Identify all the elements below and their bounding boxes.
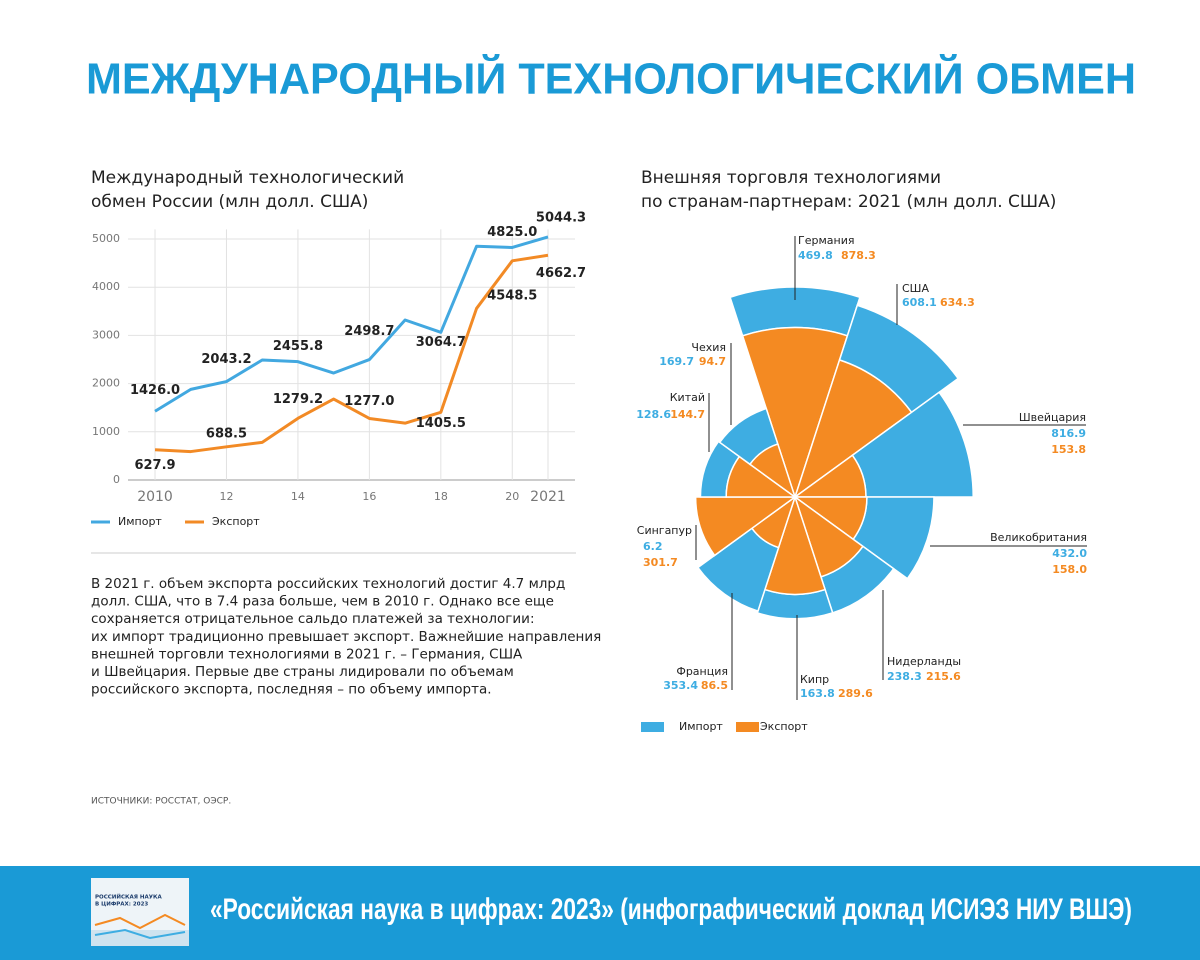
chart-title: Международный технологический bbox=[91, 168, 404, 188]
y-tick-label: 5000 bbox=[92, 232, 120, 245]
chart-title: по странам-партнерам: 2021 (млн долл. СШ… bbox=[641, 192, 1056, 212]
data-label: 6.2 bbox=[643, 540, 663, 553]
data-label: 289.6 bbox=[838, 687, 873, 700]
category-label: Нидерланды bbox=[887, 655, 961, 668]
data-label: 128.6 bbox=[636, 408, 671, 421]
paragraph-line: долл. США, что в 7.4 раза больше, чем в … bbox=[91, 594, 554, 610]
paragraph-line: внешней торговли технологиями в 2021 г. … bbox=[91, 646, 523, 662]
x-tick-label: 12 bbox=[219, 490, 233, 503]
paragraph-line: российского экспорта, последняя – по объ… bbox=[91, 682, 492, 698]
data-label: 153.8 bbox=[1051, 443, 1086, 456]
data-label: 169.7 bbox=[659, 355, 694, 368]
category-label: Франция bbox=[676, 665, 728, 678]
paragraph-line: и Швейцария. Первые две страны лидировал… bbox=[91, 664, 514, 680]
data-label: 215.6 bbox=[926, 670, 961, 683]
y-tick-label: 0 bbox=[113, 473, 120, 486]
category-label: Швейцария bbox=[1019, 411, 1086, 424]
legend-swatch bbox=[641, 722, 664, 732]
data-label: 469.8 bbox=[798, 249, 833, 262]
chart-title: обмен России (млн долл. США) bbox=[91, 192, 368, 212]
data-label: 353.4 bbox=[663, 679, 698, 692]
data-label: 238.3 bbox=[887, 670, 922, 683]
data-label: 163.8 bbox=[800, 687, 835, 700]
sector-export bbox=[748, 443, 797, 499]
x-tick-label: 16 bbox=[362, 490, 376, 503]
y-tick-label: 1000 bbox=[92, 425, 120, 438]
category-label: США bbox=[902, 282, 929, 295]
paragraph-line: сохраняется отрицательное сальдо платеже… bbox=[91, 611, 535, 627]
data-label: 4662.7 bbox=[536, 266, 586, 281]
paragraph-line: В 2021 г. объем экспорта российских техн… bbox=[91, 576, 565, 592]
x-tick-label: 18 bbox=[434, 490, 448, 503]
thumbnail bbox=[91, 878, 189, 946]
y-tick-label: 4000 bbox=[92, 280, 120, 293]
data-label: 2498.7 bbox=[344, 324, 394, 339]
paragraph-line: их импорт традиционно превышает экспорт.… bbox=[91, 629, 601, 645]
data-label: 1277.0 bbox=[344, 394, 394, 409]
data-label: 2455.8 bbox=[273, 339, 323, 354]
thumbnail-title: РОССИЙСКАЯ НАУКА bbox=[95, 893, 163, 901]
y-tick-label: 3000 bbox=[92, 328, 120, 341]
category-label: Германия bbox=[798, 234, 854, 247]
legend-label: Импорт bbox=[118, 515, 162, 528]
x-tick-label: 20 bbox=[505, 490, 519, 503]
data-label: 634.3 bbox=[940, 296, 975, 309]
x-tick-label: 2010 bbox=[137, 489, 173, 505]
footer-band bbox=[0, 866, 1200, 960]
data-label: 608.1 bbox=[902, 296, 937, 309]
data-label: 1405.5 bbox=[416, 416, 466, 431]
sources: ИСТОЧНИКИ: РОССТАТ, ОЭСР. bbox=[91, 797, 231, 807]
thumbnail-title: В ЦИФРАХ: 2023 bbox=[95, 902, 148, 908]
sector-export bbox=[694, 496, 798, 557]
data-line bbox=[154, 235, 549, 413]
data-label: 144.7 bbox=[670, 408, 705, 421]
data-label: 432.0 bbox=[1052, 547, 1087, 560]
category-label: Сингапур bbox=[637, 524, 692, 537]
x-tick-label: 14 bbox=[291, 490, 305, 503]
data-label: 3064.7 bbox=[416, 335, 466, 350]
data-label: 4548.5 bbox=[487, 288, 537, 303]
legend-label: Импорт bbox=[679, 720, 723, 733]
data-label: 5044.3 bbox=[536, 210, 586, 225]
data-label: 2043.2 bbox=[201, 352, 251, 367]
data-label: 4825.0 bbox=[487, 225, 537, 240]
data-label: 301.7 bbox=[643, 556, 678, 569]
legend-label: Экспорт bbox=[760, 720, 808, 733]
legend-swatch bbox=[736, 722, 759, 732]
data-label: 94.7 bbox=[699, 355, 726, 368]
data-label: 878.3 bbox=[841, 249, 876, 262]
data-label: 1279.2 bbox=[273, 392, 323, 407]
page-title: МЕЖДУНАРОДНЫЙ ТЕХНОЛОГИЧЕСКИЙ ОБМЕН bbox=[86, 53, 1136, 104]
footer-text: «Российская наука в цифрах: 2023» (инфог… bbox=[210, 893, 1132, 926]
data-label: 816.9 bbox=[1051, 427, 1086, 440]
legend-label: Экспорт bbox=[212, 515, 260, 528]
data-line bbox=[154, 253, 549, 454]
x-tick-label: 2021 bbox=[530, 489, 566, 505]
data-label: 688.5 bbox=[206, 426, 247, 441]
category-label: Великобритания bbox=[990, 531, 1087, 544]
data-label: 158.0 bbox=[1052, 563, 1087, 576]
category-label: Кипр bbox=[800, 673, 829, 686]
category-label: Чехия bbox=[691, 341, 726, 354]
data-label: 627.9 bbox=[134, 458, 175, 473]
category-label: Китай bbox=[670, 391, 705, 404]
y-tick-label: 2000 bbox=[92, 377, 120, 390]
data-label: 86.5 bbox=[701, 679, 728, 692]
data-label: 1426.0 bbox=[130, 383, 180, 398]
chart-title: Внешняя торговля технологиями bbox=[641, 168, 941, 188]
